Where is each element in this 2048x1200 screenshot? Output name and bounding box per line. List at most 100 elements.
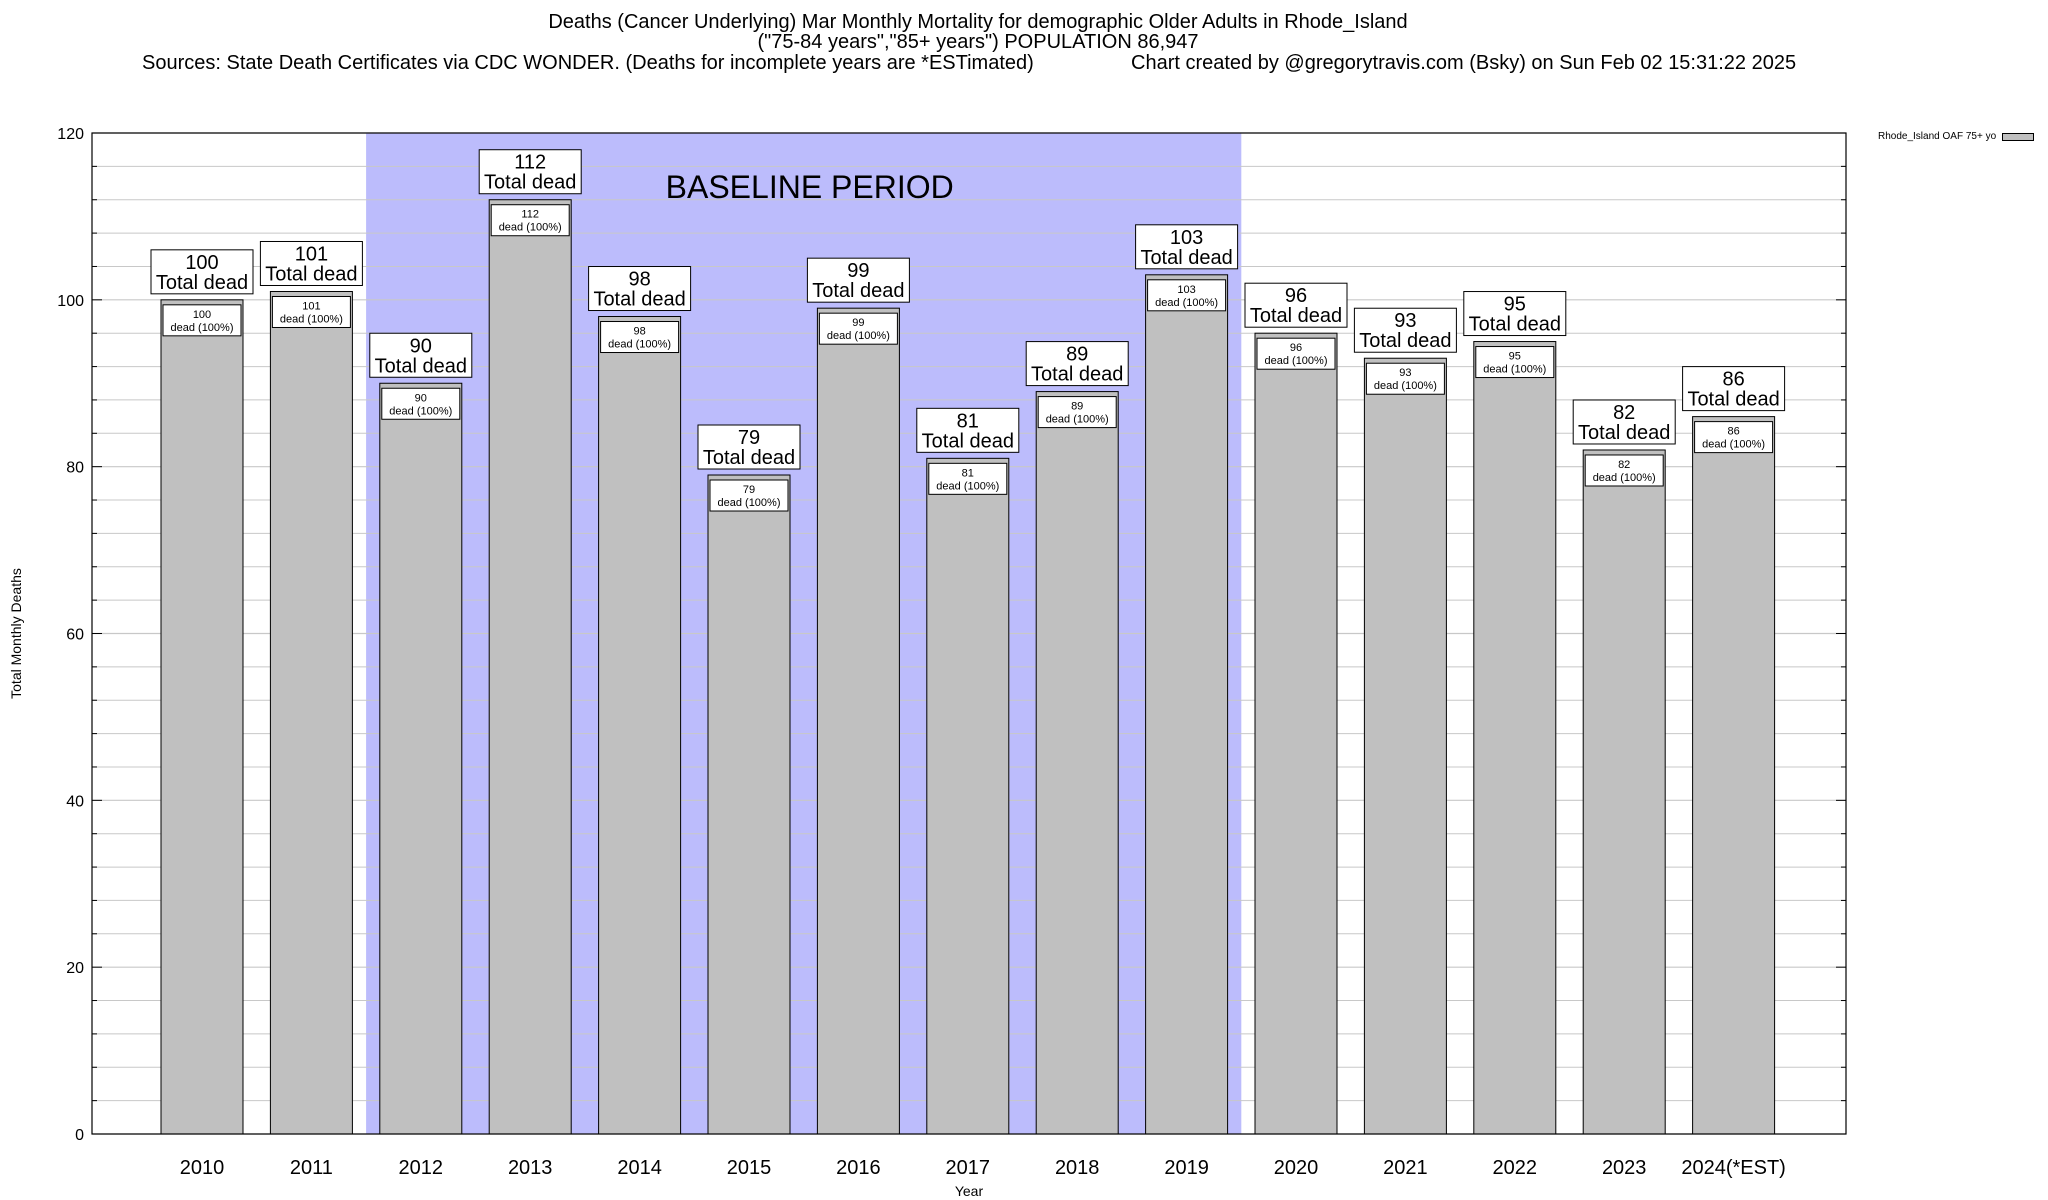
inner-label-text: dead (100%) — [499, 222, 562, 234]
total-label-box — [478, 149, 582, 195]
inner-label-value: 112 — [521, 209, 539, 221]
total-label-box — [1463, 291, 1567, 337]
y-tick-label: 100 — [57, 293, 84, 310]
inner-label-text: dead (100%) — [171, 322, 234, 334]
bar-2022 — [1473, 341, 1557, 1135]
inner-label-value: 93 — [1399, 367, 1411, 379]
plot-frame — [91, 132, 1847, 1135]
total-label-text: Total dead — [1469, 314, 1561, 336]
inner-label-value: 82 — [1618, 459, 1630, 471]
total-label-value: 82 — [1613, 402, 1635, 424]
x-tick-label: 2014 — [617, 1157, 662, 1179]
inner-label-box — [1475, 346, 1555, 379]
total-label-box — [916, 407, 1020, 453]
inner-label-text: dead (100%) — [1046, 414, 1109, 426]
bar-2013 — [488, 199, 572, 1135]
total-label-text: Total dead — [1140, 247, 1232, 269]
inner-label-value: 90 — [415, 392, 427, 404]
total-label-text: Total dead — [703, 447, 795, 469]
total-label-text: Total dead — [1578, 422, 1670, 444]
inner-label-text: dead (100%) — [1265, 355, 1328, 367]
bar-2017 — [926, 457, 1010, 1135]
inner-label-text: dead (100%) — [718, 497, 781, 509]
inner-label-value: 98 — [633, 326, 645, 338]
x-tick-label: 2016 — [836, 1157, 881, 1179]
x-tick-label: 2013 — [508, 1157, 553, 1179]
legend-swatch — [2002, 132, 2035, 141]
total-label-value: 90 — [410, 335, 432, 357]
y-tick-label: 120 — [57, 126, 84, 143]
inner-label-value: 95 — [1509, 351, 1521, 363]
total-label-text: Total dead — [593, 289, 685, 311]
inner-label-box — [1037, 396, 1117, 429]
total-label-value: 95 — [1504, 294, 1526, 316]
total-label-box — [1572, 399, 1676, 445]
total-label-text: Total dead — [922, 430, 1014, 452]
bar-2020 — [1254, 332, 1338, 1135]
inner-label-text: dead (100%) — [608, 339, 671, 351]
total-label-text: Total dead — [156, 272, 248, 294]
total-label-box — [259, 240, 363, 286]
total-label-box — [1025, 341, 1129, 387]
inner-label-value: 100 — [193, 309, 211, 321]
inner-label-text: dead (100%) — [1374, 380, 1437, 392]
legend-label: Rhode_Island OAF 75+ yo — [1878, 131, 1997, 142]
inner-label-box — [271, 295, 351, 328]
inner-label-box — [928, 462, 1008, 495]
total-label-value: 93 — [1394, 310, 1416, 332]
total-label-box — [1244, 282, 1348, 328]
total-label-text: Total dead — [375, 355, 467, 377]
inner-label-box — [1365, 362, 1445, 395]
chart-title: Deaths (Cancer Underlying) Mar Monthly M… — [0, 12, 1956, 52]
inner-label-box — [381, 387, 461, 420]
x-tick-label: 2024(*EST) — [1681, 1157, 1786, 1179]
total-label-value: 99 — [847, 260, 869, 282]
total-label-text: Total dead — [1250, 305, 1342, 327]
x-tick-label: 2021 — [1383, 1157, 1428, 1179]
total-label-value: 101 — [295, 243, 328, 265]
total-label-value: 81 — [957, 410, 979, 432]
x-tick-label: 2011 — [290, 1157, 333, 1179]
inner-label-text: dead (100%) — [389, 405, 452, 417]
total-label-box — [150, 249, 254, 295]
bar-2024(*EST) — [1692, 416, 1776, 1135]
inner-label-box — [490, 204, 570, 237]
y-axis-title: Total Monthly Deaths — [8, 568, 24, 699]
inner-label-text: dead (100%) — [1702, 439, 1765, 451]
x-tick-label: 2010 — [180, 1157, 225, 1179]
inner-label-value: 89 — [1071, 401, 1083, 413]
inner-label-text: dead (100%) — [1593, 472, 1656, 484]
total-label-box — [806, 257, 910, 303]
baseline-label: BASELINE PERIOD — [666, 169, 954, 205]
inner-label-value: 101 — [302, 300, 320, 312]
x-axis-title: Year — [955, 1183, 984, 1199]
total-label-text: Total dead — [484, 172, 576, 194]
x-tick-label: 2019 — [1164, 1157, 1209, 1179]
y-tick-label: 20 — [66, 960, 84, 977]
total-label-text: Total dead — [1031, 364, 1123, 386]
inner-label-box — [162, 304, 242, 337]
total-label-box — [1135, 224, 1239, 270]
bar-2010 — [160, 299, 244, 1135]
bar-2019 — [1145, 274, 1229, 1135]
y-tick-label: 40 — [66, 793, 84, 810]
x-tick-label: 2023 — [1602, 1157, 1647, 1179]
title-line-1: Deaths (Cancer Underlying) Mar Monthly M… — [548, 11, 1408, 33]
total-label-value: 98 — [628, 269, 650, 291]
total-label-box — [369, 332, 473, 378]
total-label-value: 79 — [738, 427, 760, 449]
total-label-value: 96 — [1285, 285, 1307, 307]
total-label-box — [588, 266, 692, 312]
x-tick-label: 2022 — [1493, 1157, 1538, 1179]
total-label-box — [1682, 366, 1786, 412]
bar-2014 — [598, 316, 682, 1135]
bar-2016 — [816, 307, 900, 1135]
total-label-box — [697, 424, 801, 470]
inner-label-text: dead (100%) — [936, 480, 999, 492]
inner-label-text: dead (100%) — [1155, 297, 1218, 309]
total-label-value: 103 — [1170, 227, 1203, 249]
inner-label-text: dead (100%) — [280, 313, 343, 325]
inner-label-value: 79 — [743, 484, 755, 496]
legend: Rhode_Island OAF 75+ yo — [1878, 131, 2035, 142]
